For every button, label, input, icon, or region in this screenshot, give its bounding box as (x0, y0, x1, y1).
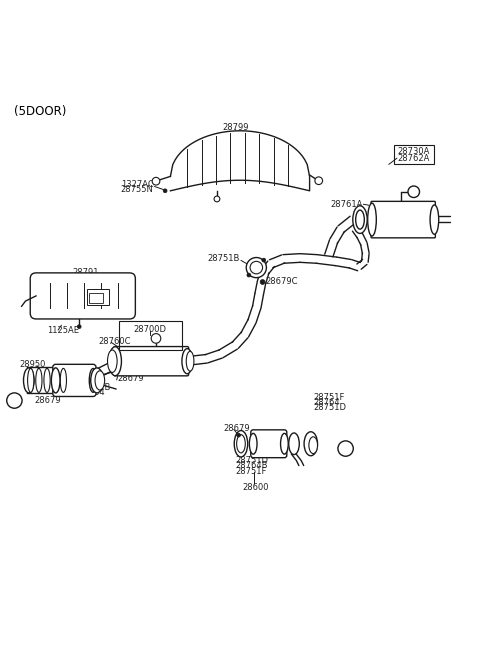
Text: 28755N: 28755N (121, 185, 154, 194)
FancyBboxPatch shape (371, 201, 435, 238)
Bar (119, 321, 182, 350)
Text: 28791: 28791 (72, 268, 98, 277)
Text: 28760C: 28760C (132, 349, 164, 358)
Ellipse shape (304, 432, 318, 456)
Circle shape (247, 273, 251, 277)
Text: 28700D: 28700D (133, 325, 166, 333)
Ellipse shape (109, 346, 121, 376)
Ellipse shape (353, 206, 367, 234)
Ellipse shape (44, 368, 50, 393)
Text: 28764B: 28764B (235, 461, 268, 471)
Ellipse shape (250, 434, 257, 454)
Ellipse shape (60, 368, 66, 393)
Text: A: A (12, 396, 17, 405)
Ellipse shape (186, 351, 194, 371)
Text: 28751F: 28751F (313, 393, 344, 402)
Circle shape (163, 189, 167, 193)
FancyBboxPatch shape (114, 346, 189, 376)
Ellipse shape (250, 261, 263, 274)
Circle shape (151, 333, 161, 343)
Ellipse shape (24, 368, 34, 393)
Text: 28762A: 28762A (397, 154, 430, 162)
Text: 28764: 28764 (78, 388, 105, 397)
Circle shape (7, 393, 22, 409)
Circle shape (214, 196, 220, 202)
Ellipse shape (368, 203, 376, 236)
Circle shape (77, 325, 81, 329)
Text: 1125AE: 1125AE (47, 327, 79, 335)
Text: 28950: 28950 (19, 360, 46, 369)
Text: 28799: 28799 (222, 123, 249, 132)
Text: 28600: 28600 (242, 483, 269, 492)
Text: 28679: 28679 (35, 395, 61, 405)
Bar (394, 145, 434, 164)
Ellipse shape (52, 368, 59, 393)
FancyBboxPatch shape (30, 273, 135, 319)
Text: 28764: 28764 (313, 398, 339, 407)
Ellipse shape (356, 210, 364, 229)
Text: (5DOOR): (5DOOR) (14, 106, 67, 118)
Ellipse shape (182, 348, 192, 374)
Polygon shape (170, 131, 310, 191)
Ellipse shape (91, 368, 103, 393)
FancyBboxPatch shape (251, 430, 287, 457)
Text: 28679: 28679 (118, 374, 144, 383)
Circle shape (408, 186, 420, 197)
Ellipse shape (95, 371, 105, 390)
Text: 28751B: 28751B (208, 255, 240, 263)
Circle shape (338, 441, 353, 456)
Text: 28760C: 28760C (98, 337, 131, 346)
Text: 28751D: 28751D (235, 456, 268, 465)
Ellipse shape (281, 434, 288, 454)
Ellipse shape (36, 368, 42, 393)
Circle shape (262, 258, 266, 262)
Circle shape (260, 280, 265, 284)
Ellipse shape (51, 368, 60, 393)
Text: 28751D: 28751D (313, 403, 346, 412)
Text: 28679: 28679 (223, 424, 250, 433)
Ellipse shape (27, 368, 34, 393)
Ellipse shape (237, 435, 245, 453)
Ellipse shape (89, 368, 97, 392)
Circle shape (315, 177, 323, 185)
Text: 28679C: 28679C (265, 277, 298, 286)
Circle shape (152, 178, 160, 185)
Ellipse shape (309, 437, 318, 453)
Ellipse shape (108, 350, 117, 372)
Ellipse shape (234, 430, 248, 457)
Circle shape (237, 433, 240, 437)
Ellipse shape (430, 205, 439, 234)
Text: 28751B: 28751B (78, 383, 110, 392)
Text: 28761A: 28761A (330, 200, 362, 209)
Bar (89, 293, 103, 303)
Text: 28751F: 28751F (235, 467, 266, 476)
Text: 1327AC: 1327AC (121, 180, 154, 189)
Ellipse shape (289, 433, 300, 455)
Ellipse shape (246, 257, 266, 278)
FancyBboxPatch shape (53, 364, 96, 397)
Text: A: A (343, 444, 348, 453)
Bar (87, 289, 109, 304)
Text: 28730A: 28730A (397, 147, 430, 156)
